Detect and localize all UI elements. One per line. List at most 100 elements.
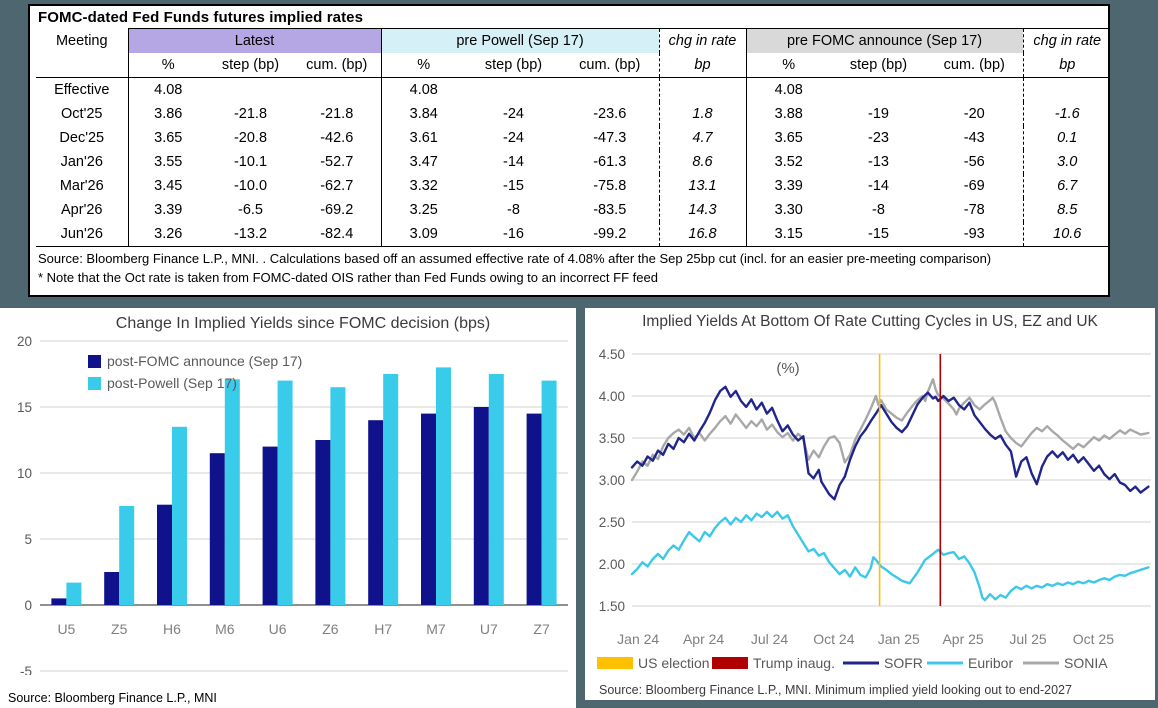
table-cell: 3.45 [127,174,208,198]
table-cell [658,77,746,102]
table-row: Effective 4.08 4.08 4.08 [36,77,1108,103]
bar [330,387,346,605]
table-cell: 3.30 [745,198,831,222]
table-row: Jan'26 3.55 -10.1 -52.7 3.47 -14 -61.3 8.6 3.52 -… [36,150,1108,174]
svg-text:20: 20 [17,334,32,349]
svg-text:0: 0 [24,598,32,613]
table-cell: 4.7 [658,126,746,150]
table-cell: -21.8 [320,106,354,122]
table-cell: 3.09 [380,222,466,247]
svg-text:Oct 24: Oct 24 [813,631,854,647]
chg-in-rate-header-1: chg in rate [658,28,746,53]
bar [277,380,293,605]
table-title: FOMC-dated Fed Funds futures implied rat… [38,9,364,26]
table-cell: -15 [503,178,524,194]
table-cell: 4.08 [127,77,208,102]
svg-text:1.50: 1.50 [599,599,625,614]
table-cell: -69.2 [320,202,354,218]
table-source-note: Source: Bloomberg Finance L.P., MNI. . C… [38,251,992,266]
table-cell: 3.52 [745,150,831,174]
table-cell: -14 [503,154,524,170]
bar [262,446,278,605]
table-row: Mar'26 3.45 -10.0 -62.7 3.32 -15 -75.8 13.1 3.39… [36,174,1108,198]
svg-text:U5: U5 [57,621,75,637]
table-cell: 4.08 [380,77,466,102]
table-cell [926,78,1023,103]
line-series [630,378,1150,602]
bar [383,374,399,605]
bars [51,367,557,605]
col-step-powell: step (bp) [466,53,561,78]
col-bp-1: bp [658,53,746,78]
table-cell: -21.8 [233,106,268,122]
table-cell: -24 [503,106,524,122]
table-cell: -99.2 [561,222,659,247]
meeting-cell: Apr'26 [61,202,103,218]
svg-text:Jul 24: Jul 24 [751,631,789,647]
bar [368,420,384,605]
bar [157,504,172,605]
svg-text:US election: US election [638,655,710,671]
col-step-latest: step (bp) [208,53,293,78]
bar [224,379,240,605]
fomc-table-body: Effective 4.08 4.08 4.08 Oct'25 3.86 -21.8 -21.… [36,77,1108,247]
table-cell: -43 [963,130,985,146]
line-gridlines [632,353,1151,607]
svg-text:Jan 24: Jan 24 [617,631,659,647]
table-cell: -83.5 [593,202,627,218]
bar-chart-source: Source: Bloomberg Finance L.P., MNI [8,691,217,705]
col-step-fomc: step (bp) [831,53,926,78]
table-cell: -13.2 [208,222,293,247]
table-cell: 14.3 [658,198,746,222]
latest-group-header: Latest [127,28,381,53]
svg-text:4.50: 4.50 [599,347,625,362]
bar [51,598,67,605]
svg-text:3.50: 3.50 [599,431,625,446]
table-cell: 8.5 [1022,198,1108,222]
bar [421,413,436,605]
svg-text:2.50: 2.50 [599,515,625,530]
table-cell [208,78,293,103]
svg-text:Oct 25: Oct 25 [1073,631,1114,647]
svg-text:post-FOMC announce (Sep 17): post-FOMC announce (Sep 17) [107,353,302,369]
meeting-cell: Dec'25 [59,130,105,146]
table-cell: -23 [868,130,889,146]
table-cell: 3.39 [745,174,831,198]
svg-text:M7: M7 [426,621,446,637]
table-cell: 3.0 [1022,150,1108,174]
meeting-header: Meeting [55,32,108,49]
svg-text:H7: H7 [374,621,392,637]
legend-swatch [88,377,101,390]
table-cell [831,78,926,103]
col-cum-powell: cum. (bp) [561,53,659,78]
bar [526,413,542,605]
table-cell: 13.1 [658,174,746,198]
table-cell: 3.88 [745,102,831,126]
table-cell: 3.65 [127,126,208,150]
svg-text:U6: U6 [269,621,287,637]
table-cell: -10.0 [233,178,268,194]
table-cell: 16.8 [658,222,746,247]
table-cell: 3.39 [127,198,208,222]
table-cell: 1.8 [658,102,746,126]
line-legend: US election Trump inaug. SOFR Euribor SONIA [597,655,1108,671]
legend-swatch [88,355,101,368]
svg-text:Z5: Z5 [111,621,128,637]
svg-text:-5: -5 [20,664,32,675]
table-cell: 3.61 [380,126,466,150]
empty-header-cell [36,53,128,78]
svg-text:3.00: 3.00 [599,473,625,488]
table-cell: -23.6 [593,106,627,122]
table-header-subcols: % step (bp) cum. (bp) % step (bp) cum. (… [36,53,1108,78]
table-cell: -1.6 [1022,102,1108,126]
table-cell: -62.7 [320,178,354,194]
table-cell [561,78,659,103]
line-chart-svg: 4.50 4.00 3.50 3.00 2.50 2.00 1.50 (%) Jan 24 Apr… [597,347,1151,671]
col-pct-powell: % [380,53,466,78]
line-chart-panel: Implied Yields At Bottom Of Rate Cutting… [585,308,1155,700]
table-cell: 3.15 [745,222,831,247]
table-cell: -20 [963,106,985,122]
table-cell: -20.8 [233,130,268,146]
svg-text:Z6: Z6 [322,621,339,637]
table-row: Oct'25 3.86 -21.8 -21.8 3.84 -24 -23.6 1.8 3.88 -… [36,102,1108,126]
